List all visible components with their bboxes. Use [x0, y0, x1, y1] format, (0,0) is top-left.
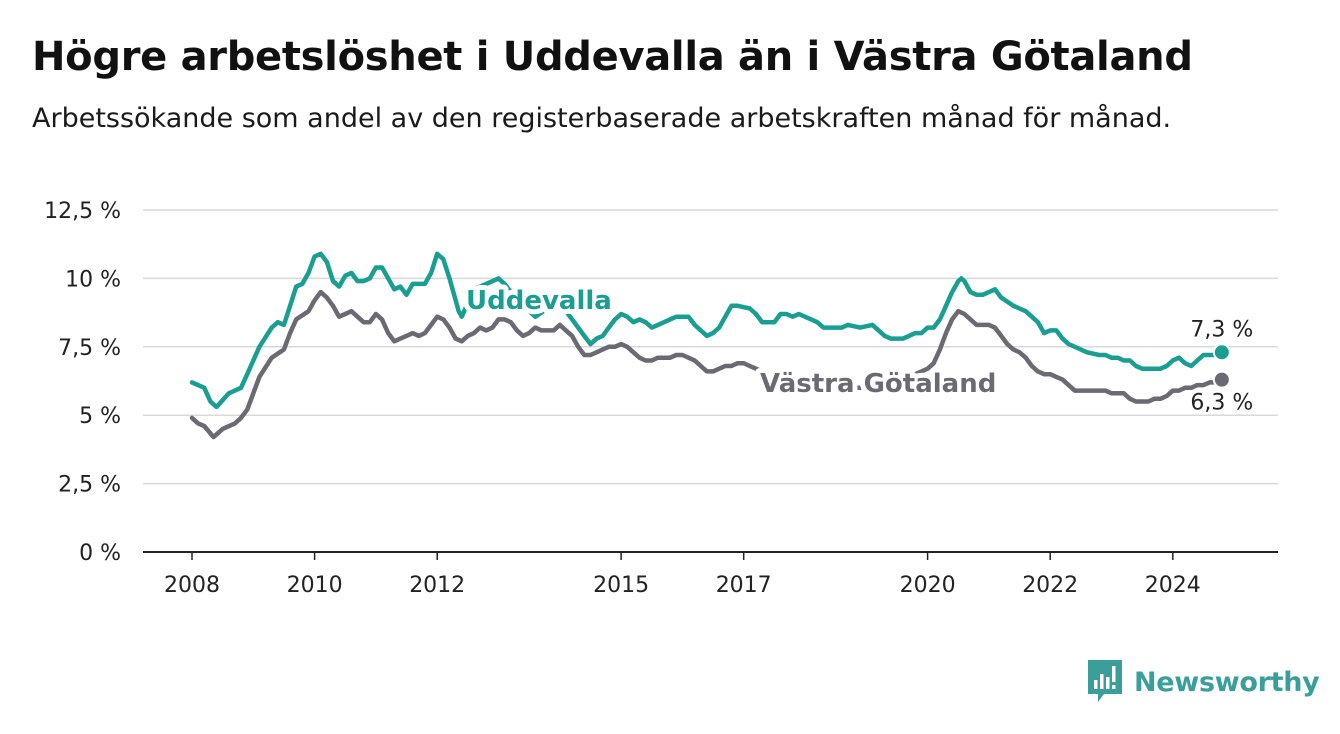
end-label-vastra-gotaland: 6,3 %: [1190, 391, 1253, 416]
y-tick-label: 2,5 %: [58, 473, 121, 498]
y-tick-label: 5 %: [79, 404, 121, 429]
x-tick-label: 2017: [716, 573, 772, 598]
y-tick-label: 7,5 %: [58, 336, 121, 361]
series-line-uddevalla: [189, 251, 1225, 410]
x-tick-label: 2020: [900, 573, 956, 598]
series-label-uddevalla-halo: Uddevalla: [466, 286, 612, 316]
x-tick-label: 2012: [409, 573, 465, 598]
series-label-uddevalla: Uddevalla: [466, 286, 612, 316]
series-lines: [189, 251, 1231, 440]
series-label-vastra-gotaland: Västra Götaland: [760, 369, 996, 399]
series-line-vastra-gotaland: [189, 289, 1225, 440]
x-tick-label: 2015: [593, 573, 649, 598]
chart-title: Högre arbetslöshet i Uddevalla än i Väst…: [32, 34, 1193, 80]
bar-chart-logo-icon: [1088, 660, 1122, 702]
end-point-vastra-gotaland: [1212, 370, 1231, 389]
y-tick-label: 12,5 %: [44, 199, 121, 224]
end-point-uddevalla: [1212, 343, 1231, 362]
x-axis-ticks: 2008 2010 2012 2015 2017 2020 2022 2024: [164, 552, 1201, 598]
newsworthy-logo: Newsworthy: [1088, 660, 1320, 704]
end-label-uddevalla: 7,3 %: [1190, 317, 1253, 342]
y-axis-ticks: 0 % 2,5 % 5 % 7,5 % 10 % 12,5 %: [44, 199, 121, 566]
x-tick-label: 2010: [287, 573, 343, 598]
x-tick-label: 2022: [1022, 573, 1078, 598]
x-tick-label: 2008: [164, 573, 220, 598]
brand-name: Newsworthy: [1134, 666, 1320, 698]
y-tick-label: 10 %: [65, 267, 121, 292]
x-tick-label: 2024: [1145, 573, 1201, 598]
chart-subtitle: Arbetssökande som andel av den registerb…: [32, 103, 1172, 134]
series-label-vastra-gotaland-halo: Västra Götaland: [760, 369, 996, 399]
y-tick-label: 0 %: [79, 541, 121, 566]
